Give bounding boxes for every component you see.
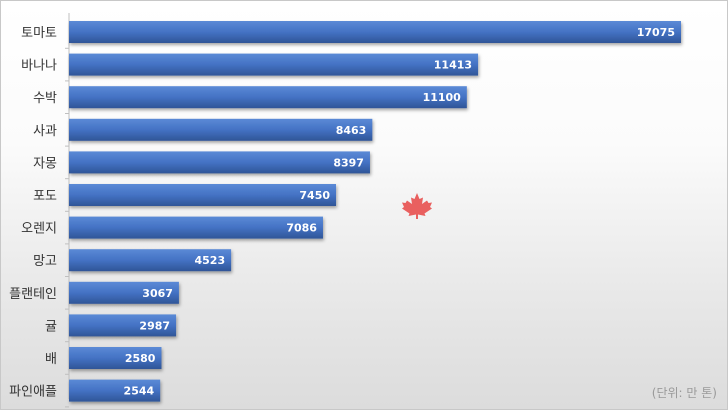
- category-label: 배: [45, 352, 57, 367]
- category-label: 망고: [33, 254, 57, 269]
- bar: [69, 379, 161, 402]
- bar: [69, 86, 467, 109]
- value-label: 17075: [637, 26, 675, 39]
- category-label: 플랜테인: [9, 287, 57, 302]
- category-label: 사과: [33, 124, 57, 139]
- bar: [69, 118, 373, 141]
- value-label: 11100: [423, 91, 462, 104]
- bar: [69, 314, 177, 337]
- bar: [69, 347, 162, 369]
- bar: [69, 53, 479, 76]
- value-label: 7086: [286, 222, 317, 235]
- value-label: 4523: [194, 254, 225, 267]
- value-label: 2544: [124, 385, 155, 398]
- value-label: 11413: [434, 59, 472, 72]
- maple-leaf-icon: [402, 193, 432, 219]
- unit-note: (단위: 만 톤): [651, 386, 717, 400]
- category-label: 오렌지: [21, 222, 57, 237]
- category-label: 포도: [33, 189, 57, 204]
- bar: [69, 281, 179, 304]
- bar: [69, 151, 370, 174]
- value-label: 3067: [142, 287, 173, 300]
- bar: [69, 249, 232, 272]
- category-label: 귤: [45, 319, 57, 334]
- category-label: 바나나: [21, 59, 57, 74]
- value-label: 2580: [125, 352, 156, 365]
- bar: [69, 21, 681, 43]
- value-label: 8463: [336, 124, 367, 137]
- category-label: 자몽: [33, 156, 57, 171]
- category-label: 수박: [33, 91, 57, 106]
- category-label: 토마토: [21, 26, 57, 41]
- bar: [69, 216, 323, 239]
- value-label: 8397: [333, 156, 364, 169]
- value-label: 7450: [299, 189, 330, 202]
- bar: [69, 184, 337, 206]
- category-label: 파인애플: [9, 385, 57, 400]
- value-label: 2987: [139, 319, 170, 332]
